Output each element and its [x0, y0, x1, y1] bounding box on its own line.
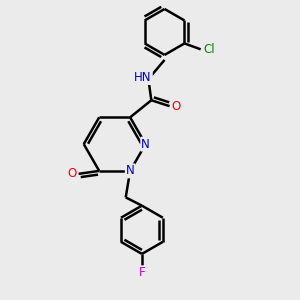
Text: O: O: [171, 100, 181, 112]
Text: N: N: [141, 138, 150, 151]
Text: N: N: [126, 164, 134, 177]
Text: HN: HN: [134, 71, 152, 84]
Text: O: O: [68, 167, 77, 180]
Text: F: F: [139, 266, 145, 279]
Text: Cl: Cl: [203, 43, 215, 56]
